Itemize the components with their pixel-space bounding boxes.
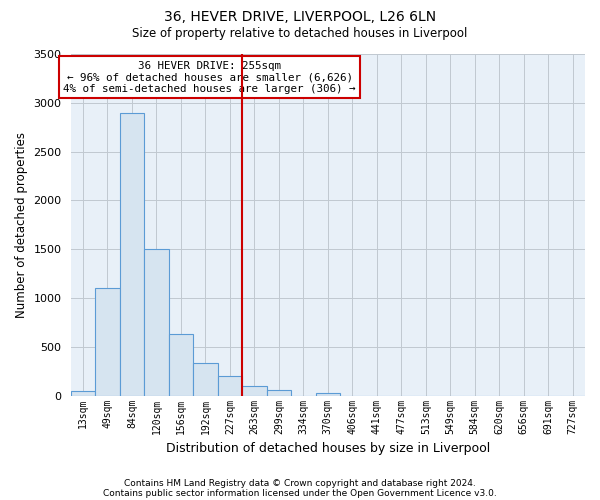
X-axis label: Distribution of detached houses by size in Liverpool: Distribution of detached houses by size … <box>166 442 490 455</box>
Bar <box>144 249 169 396</box>
Bar <box>119 112 144 396</box>
Text: 36 HEVER DRIVE: 255sqm
← 96% of detached houses are smaller (6,626)
4% of semi-d: 36 HEVER DRIVE: 255sqm ← 96% of detached… <box>64 61 356 94</box>
Text: Size of property relative to detached houses in Liverpool: Size of property relative to detached ho… <box>133 28 467 40</box>
Bar <box>316 392 340 396</box>
Text: Contains public sector information licensed under the Open Government Licence v3: Contains public sector information licen… <box>103 488 497 498</box>
Bar <box>71 391 95 396</box>
Y-axis label: Number of detached properties: Number of detached properties <box>15 132 28 318</box>
Text: 36, HEVER DRIVE, LIVERPOOL, L26 6LN: 36, HEVER DRIVE, LIVERPOOL, L26 6LN <box>164 10 436 24</box>
Bar <box>218 376 242 396</box>
Bar <box>242 386 266 396</box>
Text: Contains HM Land Registry data © Crown copyright and database right 2024.: Contains HM Land Registry data © Crown c… <box>124 478 476 488</box>
Bar <box>193 364 218 396</box>
Bar <box>266 390 291 396</box>
Bar <box>95 288 119 396</box>
Bar <box>169 334 193 396</box>
